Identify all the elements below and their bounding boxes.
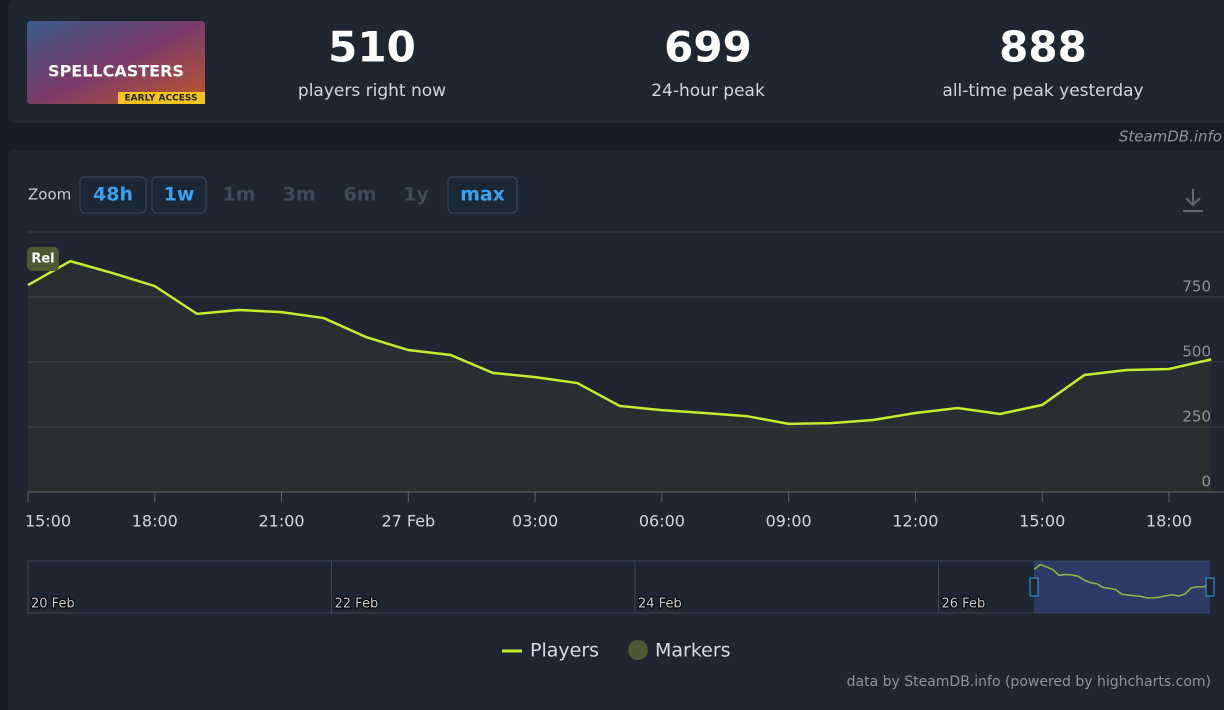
zoom-button[interactable]	[79, 176, 147, 214]
x-tick-label: 27 Feb	[381, 512, 435, 531]
stat-value: 699	[664, 23, 752, 72]
x-tick-label: 15:00	[1019, 512, 1065, 531]
zoom-button-label: 1m	[222, 184, 255, 206]
zoom-button-label[interactable]: 1w	[164, 184, 195, 206]
zoom-label: Zoom	[28, 186, 71, 204]
navigator-label: 22 Feb	[335, 597, 379, 612]
navigator-handle[interactable]	[1029, 577, 1039, 597]
stat-value: 510	[328, 23, 416, 72]
y-tick-label: 250	[1182, 408, 1211, 426]
y-tick-label: 750	[1182, 278, 1211, 296]
legend-label[interactable]: Players	[530, 640, 599, 662]
y-tick-label: 0	[1201, 473, 1211, 491]
navigator-line	[1033, 563, 1211, 599]
zoom-button-label[interactable]: max	[460, 184, 505, 206]
zoom-button-label: 3m	[282, 184, 315, 206]
credits[interactable]: data by SteamDB.info (powered by highcha…	[847, 674, 1211, 690]
navigator-label: 24 Feb	[638, 597, 682, 612]
x-tick-label: 06:00	[639, 512, 685, 531]
stat-label: players right now	[298, 81, 446, 101]
zoom-button[interactable]	[447, 176, 518, 214]
x-tick-label: 03:00	[512, 512, 558, 531]
legend-label[interactable]: Markers	[655, 640, 731, 662]
zoom-button-label: 6m	[343, 184, 376, 206]
x-tick-label: 18:00	[132, 512, 178, 531]
download-icon[interactable]	[1183, 189, 1203, 212]
series-line	[27, 259, 1212, 426]
x-tick-label: 15:00	[25, 512, 71, 531]
chart-panel	[8, 150, 1224, 710]
navigator-label: 26 Feb	[942, 597, 986, 612]
zoom-button[interactable]	[151, 176, 207, 214]
source: SteamDB.info	[1119, 128, 1222, 146]
legend-symbol	[628, 640, 648, 660]
logo-title: SPELLCASTERS	[48, 62, 184, 81]
zoom-button-label: 1y	[403, 184, 429, 206]
navigator-handle[interactable]	[1205, 577, 1215, 597]
x-tick-label: 12:00	[892, 512, 938, 531]
stat-value: 888	[999, 23, 1087, 72]
navigator-label: 20 Feb	[31, 597, 75, 612]
x-tick-label: 21:00	[259, 512, 305, 531]
marker-badge	[27, 247, 59, 271]
marker-label: Rel	[31, 252, 54, 267]
stat-label: 24-hour peak	[651, 81, 765, 101]
logo-badge-bg	[118, 92, 205, 104]
stats-panel	[8, 0, 1224, 123]
stat-label: all-time peak yesterday	[942, 81, 1143, 101]
x-tick-label: 18:00	[1146, 512, 1192, 531]
navigator-window	[1034, 561, 1210, 613]
game-logo	[27, 21, 205, 104]
zoom-button-label[interactable]: 48h	[93, 184, 133, 206]
x-tick-label: 09:00	[766, 512, 812, 531]
logo-badge: EARLY ACCESS	[125, 94, 198, 104]
y-tick-label: 500	[1182, 343, 1211, 361]
